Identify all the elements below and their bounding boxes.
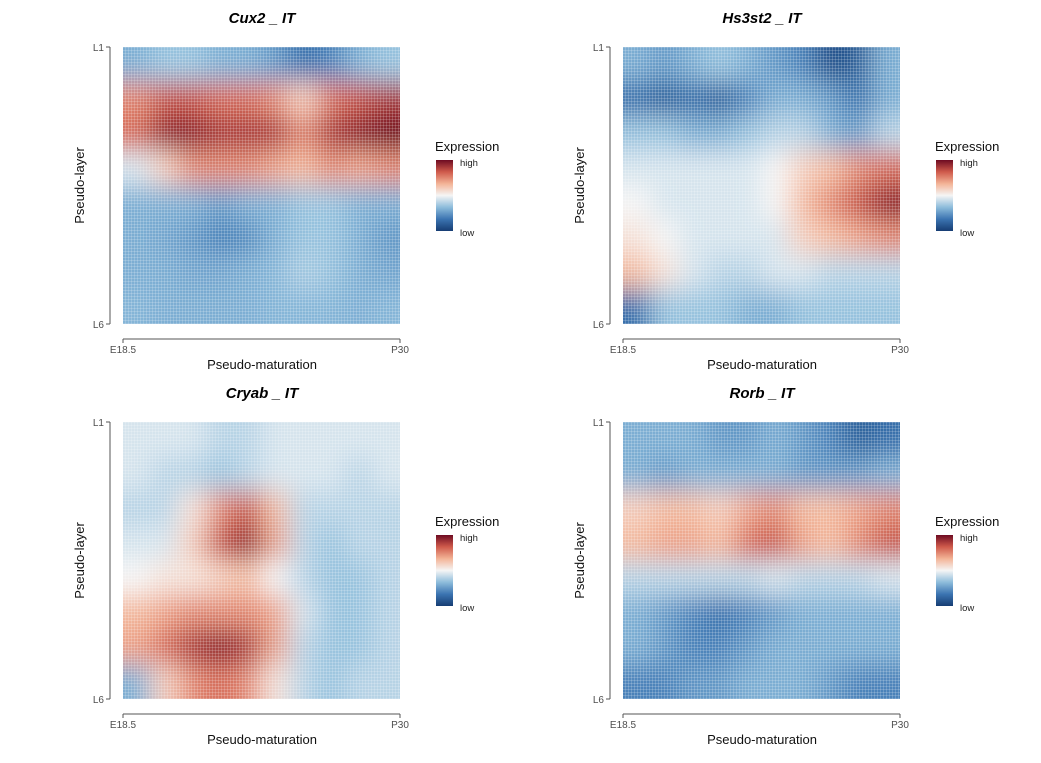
legend-title: Expression [435,514,499,529]
legend-low-label: low [460,603,474,614]
y-tick-label: L1 [93,418,105,429]
heatmap-texture [123,47,400,324]
panel-title: Cryab _ IT [226,385,300,402]
legend-colorbar [936,160,953,231]
legend-title: Expression [435,139,499,154]
heatmap-area [623,47,900,324]
x-tick-label: P30 [891,345,909,356]
x-axis-title: Pseudo-maturation [707,357,817,372]
legend-low-label: low [960,603,974,614]
heatmap-area [623,422,900,699]
legend-high-label: high [960,158,978,169]
x-axis-title: Pseudo-maturation [207,357,317,372]
legend: Expression high low [435,139,499,239]
y-tick-label: L6 [593,695,605,706]
legend-colorbar [436,535,453,606]
legend-low-label: low [460,228,474,239]
heatmap-panel: Cux2 _ IT L1 L6 Pseudo-layer E18.5 P30 Pseudo-… [72,10,499,372]
heatmap-texture [123,422,400,699]
y-axis-title: Pseudo-layer [72,147,87,224]
heatmap-texture [623,47,900,324]
x-tick-label: E18.5 [610,720,637,731]
x-tick-label: E18.5 [610,345,637,356]
x-axis-title: Pseudo-maturation [707,732,817,747]
y-tick-label: L6 [93,320,105,331]
legend-high-label: high [460,158,478,169]
x-axis-title: Pseudo-maturation [207,732,317,747]
legend-colorbar [936,535,953,606]
heatmap-texture [623,422,900,699]
legend-title: Expression [935,139,999,154]
heatmap-panel: Cryab _ IT L1 L6 Pseudo-layer E18.5 P30 Pseudo… [72,385,499,747]
legend-colorbar [436,160,453,231]
legend: Expression high low [935,139,999,239]
panel-title: Hs3st2 _ IT [722,10,803,27]
legend-high-label: high [960,533,978,544]
y-tick-label: L1 [93,43,105,54]
x-tick-label: E18.5 [110,720,137,731]
heatmap-area [123,47,400,324]
panel-title: Rorb _ IT [729,385,796,402]
legend: Expression high low [435,514,499,614]
heatmap-panel: Rorb _ IT L1 L6 Pseudo-layer E18.5 P30 Pseudo-… [572,385,999,747]
legend-high-label: high [460,533,478,544]
y-tick-label: L1 [593,418,605,429]
y-tick-label: L6 [93,695,105,706]
heatmap-panel: Hs3st2 _ IT L1 L6 Pseudo-layer E18.5 P30 Pseud… [572,10,999,372]
x-tick-label: E18.5 [110,345,137,356]
x-tick-label: P30 [391,345,409,356]
heatmap-area [123,422,400,699]
y-tick-label: L1 [593,43,605,54]
y-axis-title: Pseudo-layer [572,147,587,224]
panel-title: Cux2 _ IT [229,10,298,27]
x-tick-label: P30 [391,720,409,731]
x-tick-label: P30 [891,720,909,731]
y-axis-title: Pseudo-layer [572,522,587,599]
legend: Expression high low [935,514,999,614]
y-axis-title: Pseudo-layer [72,522,87,599]
legend-low-label: low [960,228,974,239]
y-tick-label: L6 [593,320,605,331]
legend-title: Expression [935,514,999,529]
